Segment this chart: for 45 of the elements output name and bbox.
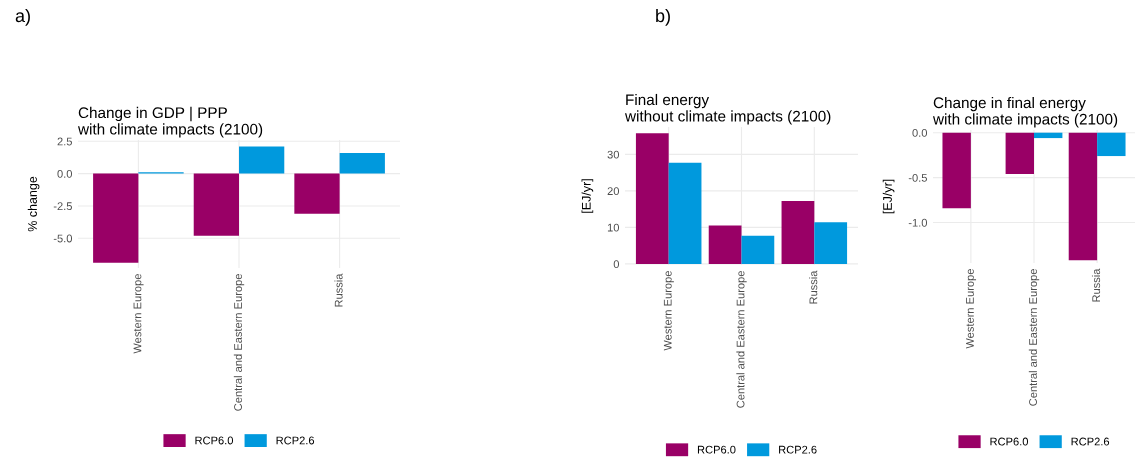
x-tick-label: Central and Eastern Europe [736,271,747,408]
bar [635,133,669,264]
x-tick-label: Western Europe [133,274,144,354]
x-tick-label: Central and Eastern Europe [1028,269,1040,406]
y-tick-label: -0.5 [908,173,927,182]
y-tick-label: 10 [607,223,620,232]
y-tick-label: -1.0 [908,218,928,227]
legend-label: RCP6.0 [990,437,1029,446]
bar [781,201,815,264]
bar [193,173,239,236]
y-tick-label: -5.0 [53,234,73,243]
y-tick-label: 20 [607,187,620,196]
chart-title: Change in GDP | PPP with climate impacts (2100) [77,106,263,138]
legend-label: RCP2.6 [1071,437,1110,446]
legend-label: RCP2.6 [276,436,315,445]
y-tick-label: 0 [613,260,620,269]
y-tick-label: 0.0 [912,128,928,137]
legend-label: RCP6.0 [195,436,234,445]
y-axis-title: [EJ/yr] [882,179,895,214]
x-tick-label: Russia [334,273,343,307]
y-tick-label: 30 [607,150,620,159]
chart-title: Change in final energy with climate impacts (2100) [932,96,1118,128]
bar [814,222,848,264]
x-tick-label: Russia [809,270,818,304]
x-tick-label: Western Europe [966,269,977,349]
chart-title: Final energy without climate impacts (2100) [624,93,831,125]
bar [668,162,702,264]
text: b) [656,8,670,26]
bar [93,173,139,263]
bar [239,146,285,174]
y-axis-title: % change [27,176,40,232]
y-tick-label: -2.5 [53,202,72,211]
legend-label: RCP6.0 [697,445,736,454]
text: a) [15,8,30,26]
legend-label: RCP2.6 [779,445,817,454]
bar [708,225,742,264]
y-tick-label: 2.5 [57,137,72,146]
bar [741,235,775,264]
x-tick-label: Western Europe [663,271,674,351]
bar [294,173,340,214]
x-tick-label: Russia [1091,268,1101,302]
bar [339,152,385,174]
y-axis-title: [EJ/yr] [581,179,594,213]
y-tick-label: 0.0 [57,169,73,178]
x-tick-label: Central and Eastern Europe [233,274,245,411]
